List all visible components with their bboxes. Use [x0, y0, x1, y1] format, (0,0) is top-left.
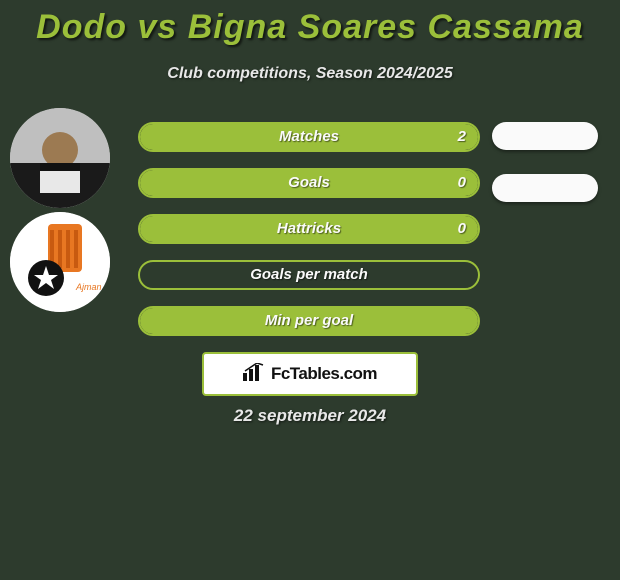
stat-bar: Matches2	[138, 122, 480, 152]
comparison-pills	[492, 122, 602, 226]
stat-bar-value: 0	[458, 170, 466, 196]
stat-bar-label: Hattricks	[140, 216, 478, 242]
stat-bar: Hattricks0	[138, 214, 480, 244]
stat-bars: Matches2Goals0Hattricks0Goals per matchM…	[138, 122, 480, 352]
stat-bar: Goals per match	[138, 260, 480, 290]
source-logo-text: FcTables.com	[271, 364, 377, 384]
avatar-placeholder-icon	[10, 108, 110, 208]
stat-bar-label: Min per goal	[140, 308, 478, 334]
date-label: 22 september 2024	[0, 406, 620, 426]
player-avatar-bottom: Ajman	[10, 212, 110, 312]
subtitle: Club competitions, Season 2024/2025	[0, 65, 620, 83]
stat-bar-label: Matches	[140, 124, 478, 150]
stat-bar: Min per goal	[138, 306, 480, 336]
club-logo-icon: Ajman	[10, 212, 110, 312]
stat-bar-value: 0	[458, 216, 466, 242]
page-title: Dodo vs Bigna Soares Cassama	[0, 0, 620, 47]
chart-icon	[243, 363, 265, 386]
svg-text:Ajman: Ajman	[75, 282, 102, 292]
comparison-pill	[492, 122, 598, 150]
stat-bar-label: Goals	[140, 170, 478, 196]
stat-bar: Goals0	[138, 168, 480, 198]
player-avatar-top	[10, 108, 110, 208]
stat-bar-label: Goals per match	[140, 262, 478, 288]
stat-bar-value: 2	[458, 124, 466, 150]
source-logo: FcTables.com	[202, 352, 418, 396]
comparison-pill	[492, 174, 598, 202]
